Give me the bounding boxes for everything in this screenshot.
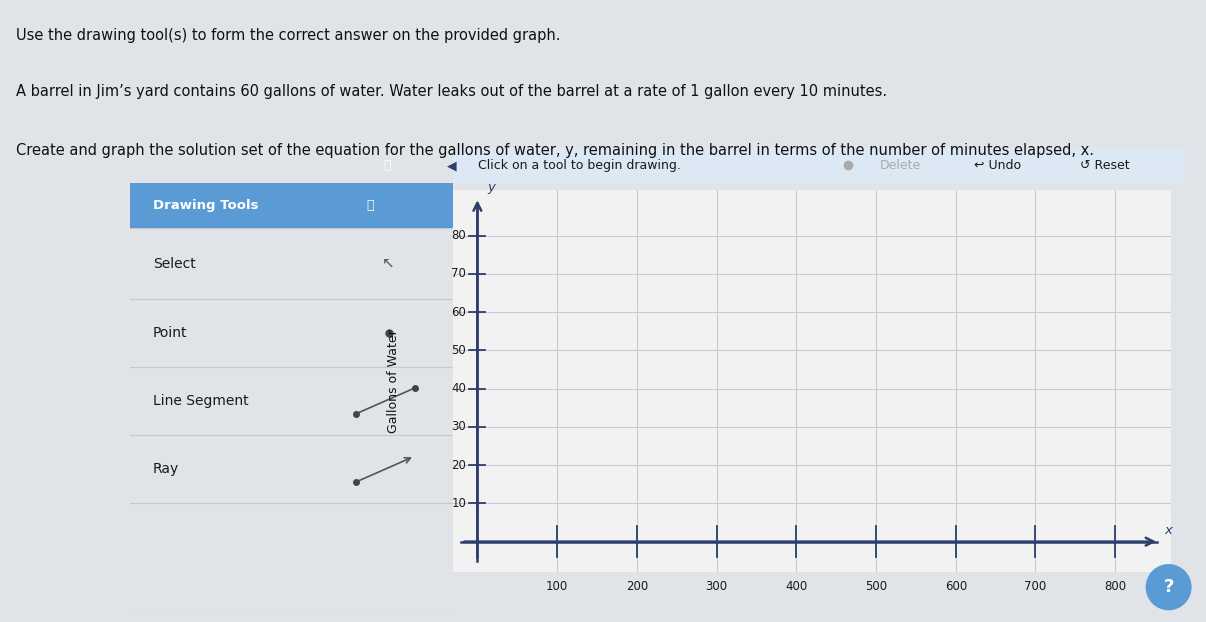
Text: 30: 30: [451, 420, 467, 434]
Text: ↖: ↖: [382, 256, 396, 271]
Text: x: x: [1165, 524, 1172, 537]
Text: Delete: Delete: [879, 159, 920, 172]
Text: Create and graph the solution set of the equation for the gallons of water, y, r: Create and graph the solution set of the…: [16, 143, 1094, 158]
Text: ?: ?: [1164, 578, 1173, 596]
Text: 100: 100: [546, 580, 568, 593]
Text: 400: 400: [785, 580, 808, 593]
Text: 60: 60: [451, 305, 467, 318]
Text: 70: 70: [451, 267, 467, 281]
Text: 10: 10: [451, 497, 467, 510]
Text: ◀: ◀: [446, 159, 456, 172]
Text: Use the drawing tool(s) to form the correct answer on the provided graph.: Use the drawing tool(s) to form the corr…: [16, 28, 560, 43]
Text: y: y: [487, 180, 494, 193]
Text: Select: Select: [153, 257, 195, 271]
Text: 🔧: 🔧: [384, 159, 391, 172]
Text: Click on a tool to begin drawing.: Click on a tool to begin drawing.: [479, 159, 681, 172]
Text: 800: 800: [1105, 580, 1126, 593]
Text: ↺ Reset: ↺ Reset: [1081, 159, 1130, 172]
Text: Point: Point: [153, 325, 187, 340]
Text: 🔧: 🔧: [367, 199, 374, 212]
Text: Line Segment: Line Segment: [153, 394, 248, 408]
Text: 600: 600: [944, 580, 967, 593]
FancyBboxPatch shape: [453, 147, 1185, 183]
Text: A barrel in Jim’s yard contains 60 gallons of water. Water leaks out of the barr: A barrel in Jim’s yard contains 60 gallo…: [16, 84, 886, 99]
Text: 40: 40: [451, 382, 467, 395]
FancyBboxPatch shape: [130, 183, 453, 228]
Text: 20: 20: [451, 458, 467, 471]
Text: 80: 80: [451, 229, 467, 242]
Text: 500: 500: [865, 580, 888, 593]
Text: 700: 700: [1024, 580, 1047, 593]
Text: ↩ Undo: ↩ Undo: [974, 159, 1021, 172]
Text: Gallons of Water: Gallons of Water: [387, 329, 400, 433]
Text: Ray: Ray: [153, 462, 180, 476]
Text: Drawing Tools: Drawing Tools: [153, 199, 258, 212]
Text: 200: 200: [626, 580, 648, 593]
Text: 300: 300: [706, 580, 727, 593]
Circle shape: [1147, 565, 1190, 610]
Text: 50: 50: [451, 344, 467, 357]
